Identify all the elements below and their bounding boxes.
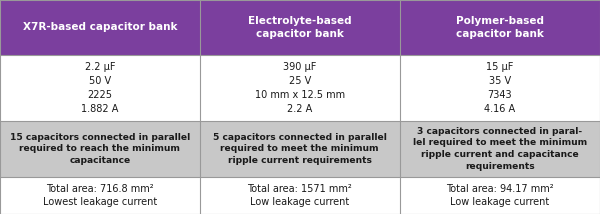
Text: 3 capacitors connected in paral-
lel required to meet the minimum
ripple current: 3 capacitors connected in paral- lel req…: [413, 127, 587, 171]
Text: 15 capacitors connected in parallel
required to reach the minimum
capacitance: 15 capacitors connected in parallel requ…: [10, 132, 190, 165]
Bar: [200, 177, 400, 214]
Bar: [0, 55, 200, 121]
Bar: [400, 121, 600, 177]
Text: Total area: 1571 mm²
Low leakage current: Total area: 1571 mm² Low leakage current: [247, 184, 352, 207]
Bar: [200, 0, 400, 55]
Bar: [400, 0, 600, 55]
Text: Total area: 94.17 mm²
Low leakage current: Total area: 94.17 mm² Low leakage curren…: [446, 184, 554, 207]
Bar: [200, 55, 400, 121]
Bar: [0, 177, 200, 214]
Text: 15 μF
35 V
7343
4.16 A: 15 μF 35 V 7343 4.16 A: [484, 62, 515, 114]
Text: 2.2 μF
50 V
2225
1.882 A: 2.2 μF 50 V 2225 1.882 A: [81, 62, 119, 114]
Text: Electrolyte-based
capacitor bank: Electrolyte-based capacitor bank: [248, 16, 352, 39]
Bar: [0, 0, 200, 55]
Bar: [0, 121, 200, 177]
Bar: [400, 177, 600, 214]
Text: Polymer-based
capacitor bank: Polymer-based capacitor bank: [456, 16, 544, 39]
Text: Total area: 716.8 mm²
Lowest leakage current: Total area: 716.8 mm² Lowest leakage cur…: [43, 184, 157, 207]
Bar: [200, 121, 400, 177]
Text: 390 μF
25 V
10 mm x 12.5 mm
2.2 A: 390 μF 25 V 10 mm x 12.5 mm 2.2 A: [254, 62, 345, 114]
Text: 5 capacitors connected in parallel
required to meet the minimum
ripple current r: 5 capacitors connected in parallel requi…: [213, 132, 386, 165]
Text: X7R-based capacitor bank: X7R-based capacitor bank: [23, 22, 177, 32]
Bar: [400, 55, 600, 121]
